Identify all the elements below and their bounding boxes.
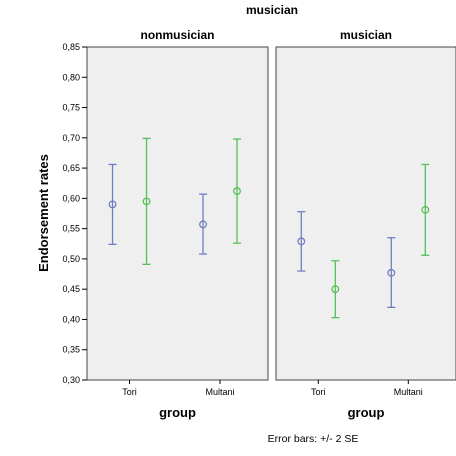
y-tick-label: 0,45 [62,284,80,294]
chart-title: musician [246,3,298,17]
y-tick-label: 0,80 [62,72,80,82]
x-tick-label: Multani [206,387,235,397]
mean-point [421,205,430,214]
mean-point [142,197,151,206]
mean-point [233,187,241,196]
x-tick-label: Tori [122,387,137,397]
y-tick-label: 0,35 [62,345,80,355]
y-tick-label: 0,60 [62,193,80,203]
y-tick-label: 0,70 [62,133,80,143]
panel-1: nonmusician Tori Multani group [86,28,269,420]
mean-point [297,237,306,246]
y-tick-label: 0,75 [62,103,80,113]
panels: nonmusician Tori Multani group musician Tori M… [86,28,456,420]
mean-point [108,200,117,209]
mean-point [387,268,396,277]
panel-title: nonmusician [140,28,214,42]
y-tick-label: 0,50 [62,254,80,264]
y-tick-label: 0,85 [62,42,80,52]
x-tick-label: Multani [394,387,423,397]
x-axis-title: group [348,405,385,420]
error-bars-footnote: Error bars: +/- 2 SE [268,433,359,445]
mean-point [199,220,207,229]
panel-background [86,46,269,381]
x-tick-label: Tori [311,387,326,397]
y-tick-label: 0,40 [62,314,80,324]
panel-2: musician Tori Multani group [275,28,456,420]
y-axis-title: Endorsement rates [36,154,51,272]
y-tick-label: 0,30 [62,375,80,385]
y-tick-label: 0,65 [62,163,80,173]
y-axis: 0,30 0,35 0,40 0,45 0,50 0,55 0,60 0,65 0,70 0,75… [62,42,87,385]
mean-point [331,285,340,294]
y-tick-label: 0,55 [62,224,80,234]
x-axis-title: group [159,405,196,420]
panel-background [275,46,456,381]
panel-title: musician [340,28,392,42]
